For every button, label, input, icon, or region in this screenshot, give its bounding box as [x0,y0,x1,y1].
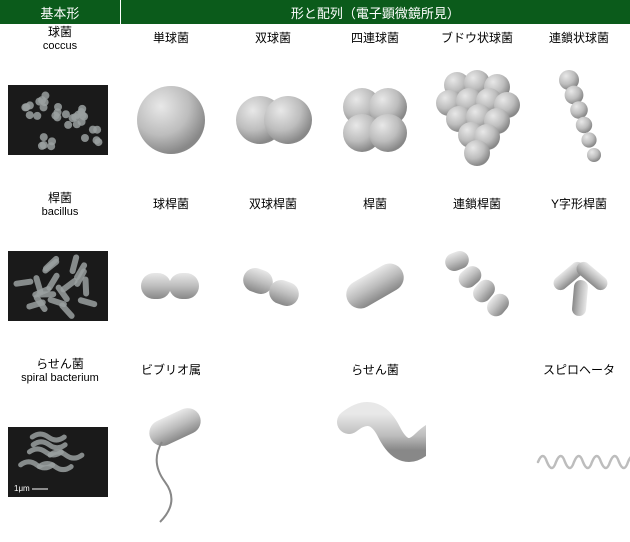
spirillum-diagram [324,382,426,542]
bacillus-diagram [324,216,426,356]
row-name-en: bacillus [42,206,79,218]
bacteria-morphology-table: 基本形 形と配列（電子顕微鏡所見） 球菌coccus単球菌双球菌四連球菌ブドウ状… [0,0,630,542]
shape-label: 双球桿菌 [222,190,324,216]
svg-text:1μm: 1μm [14,484,30,493]
image-row [0,216,630,356]
micrograph-cell [0,85,120,155]
row-name-en: coccus [43,40,77,52]
shape-label: ブドウ状球菌 [426,24,528,50]
header-row: 基本形 形と配列（電子顕微鏡所見） [0,0,630,24]
tetrad-diagram [324,50,426,190]
row-name: 球菌coccus [0,24,120,50]
strepto-chain-diagram [528,50,630,190]
row-name-jp: 球菌 [48,23,72,40]
shape-label: Y字形桿菌 [528,190,630,216]
staph-cluster-diagram [426,50,528,190]
micrograph-cell: 1μm [0,427,120,497]
row-name-jp: 桿菌 [48,189,72,206]
micrograph [8,85,108,155]
row-name-en: spiral bacterium [21,372,99,384]
row-name: らせん菌spiral bacterium [0,356,120,382]
spirochete-diagram [528,382,630,542]
vibrio-diagram [120,382,222,542]
row-name-jp: らせん菌 [36,355,84,372]
shape-label: 桿菌 [324,190,426,216]
shape-label [426,356,528,382]
label-row: 球菌coccus単球菌双球菌四連球菌ブドウ状球菌連鎖状球菌 [0,24,630,50]
shape-label: 連鎖桿菌 [426,190,528,216]
diplococcus-diagram [222,50,324,190]
micrograph-cell [0,251,120,321]
shape-label: 連鎖状球菌 [528,24,630,50]
image-row: 1μm [0,382,630,542]
label-row: 桿菌bacillus球桿菌双球桿菌桿菌連鎖桿菌Y字形桿菌 [0,190,630,216]
row-name: 桿菌bacillus [0,190,120,216]
diplococcobacillus-diagram [222,216,324,356]
strepto-bacillus-diagram [426,216,528,356]
rows-container: 球菌coccus単球菌双球菌四連球菌ブドウ状球菌連鎖状球菌 [0,24,630,542]
shape-label: 四連球菌 [324,24,426,50]
shape-label: 双球菌 [222,24,324,50]
shape-label: 球桿菌 [120,190,222,216]
label-row: らせん菌spiral bacteriumビブリオ属らせん菌スピロヘータ [0,356,630,382]
header-basic-form: 基本形 [0,0,121,24]
coccobacillus-diagram [120,216,222,356]
image-row [0,50,630,190]
empty-slot [222,382,324,542]
shape-label: スピロヘータ [528,356,630,382]
micrograph [8,251,108,321]
header-shape-arrangement: 形と配列（電子顕微鏡所見） [121,0,630,24]
single-coccus-diagram [120,50,222,190]
y-bacillus-diagram [528,216,630,356]
micrograph: 1μm [8,427,108,497]
shape-label: ビブリオ属 [120,356,222,382]
empty-slot [426,382,528,542]
shape-label: 単球菌 [120,24,222,50]
shape-label: らせん菌 [324,356,426,382]
shape-label [222,356,324,382]
